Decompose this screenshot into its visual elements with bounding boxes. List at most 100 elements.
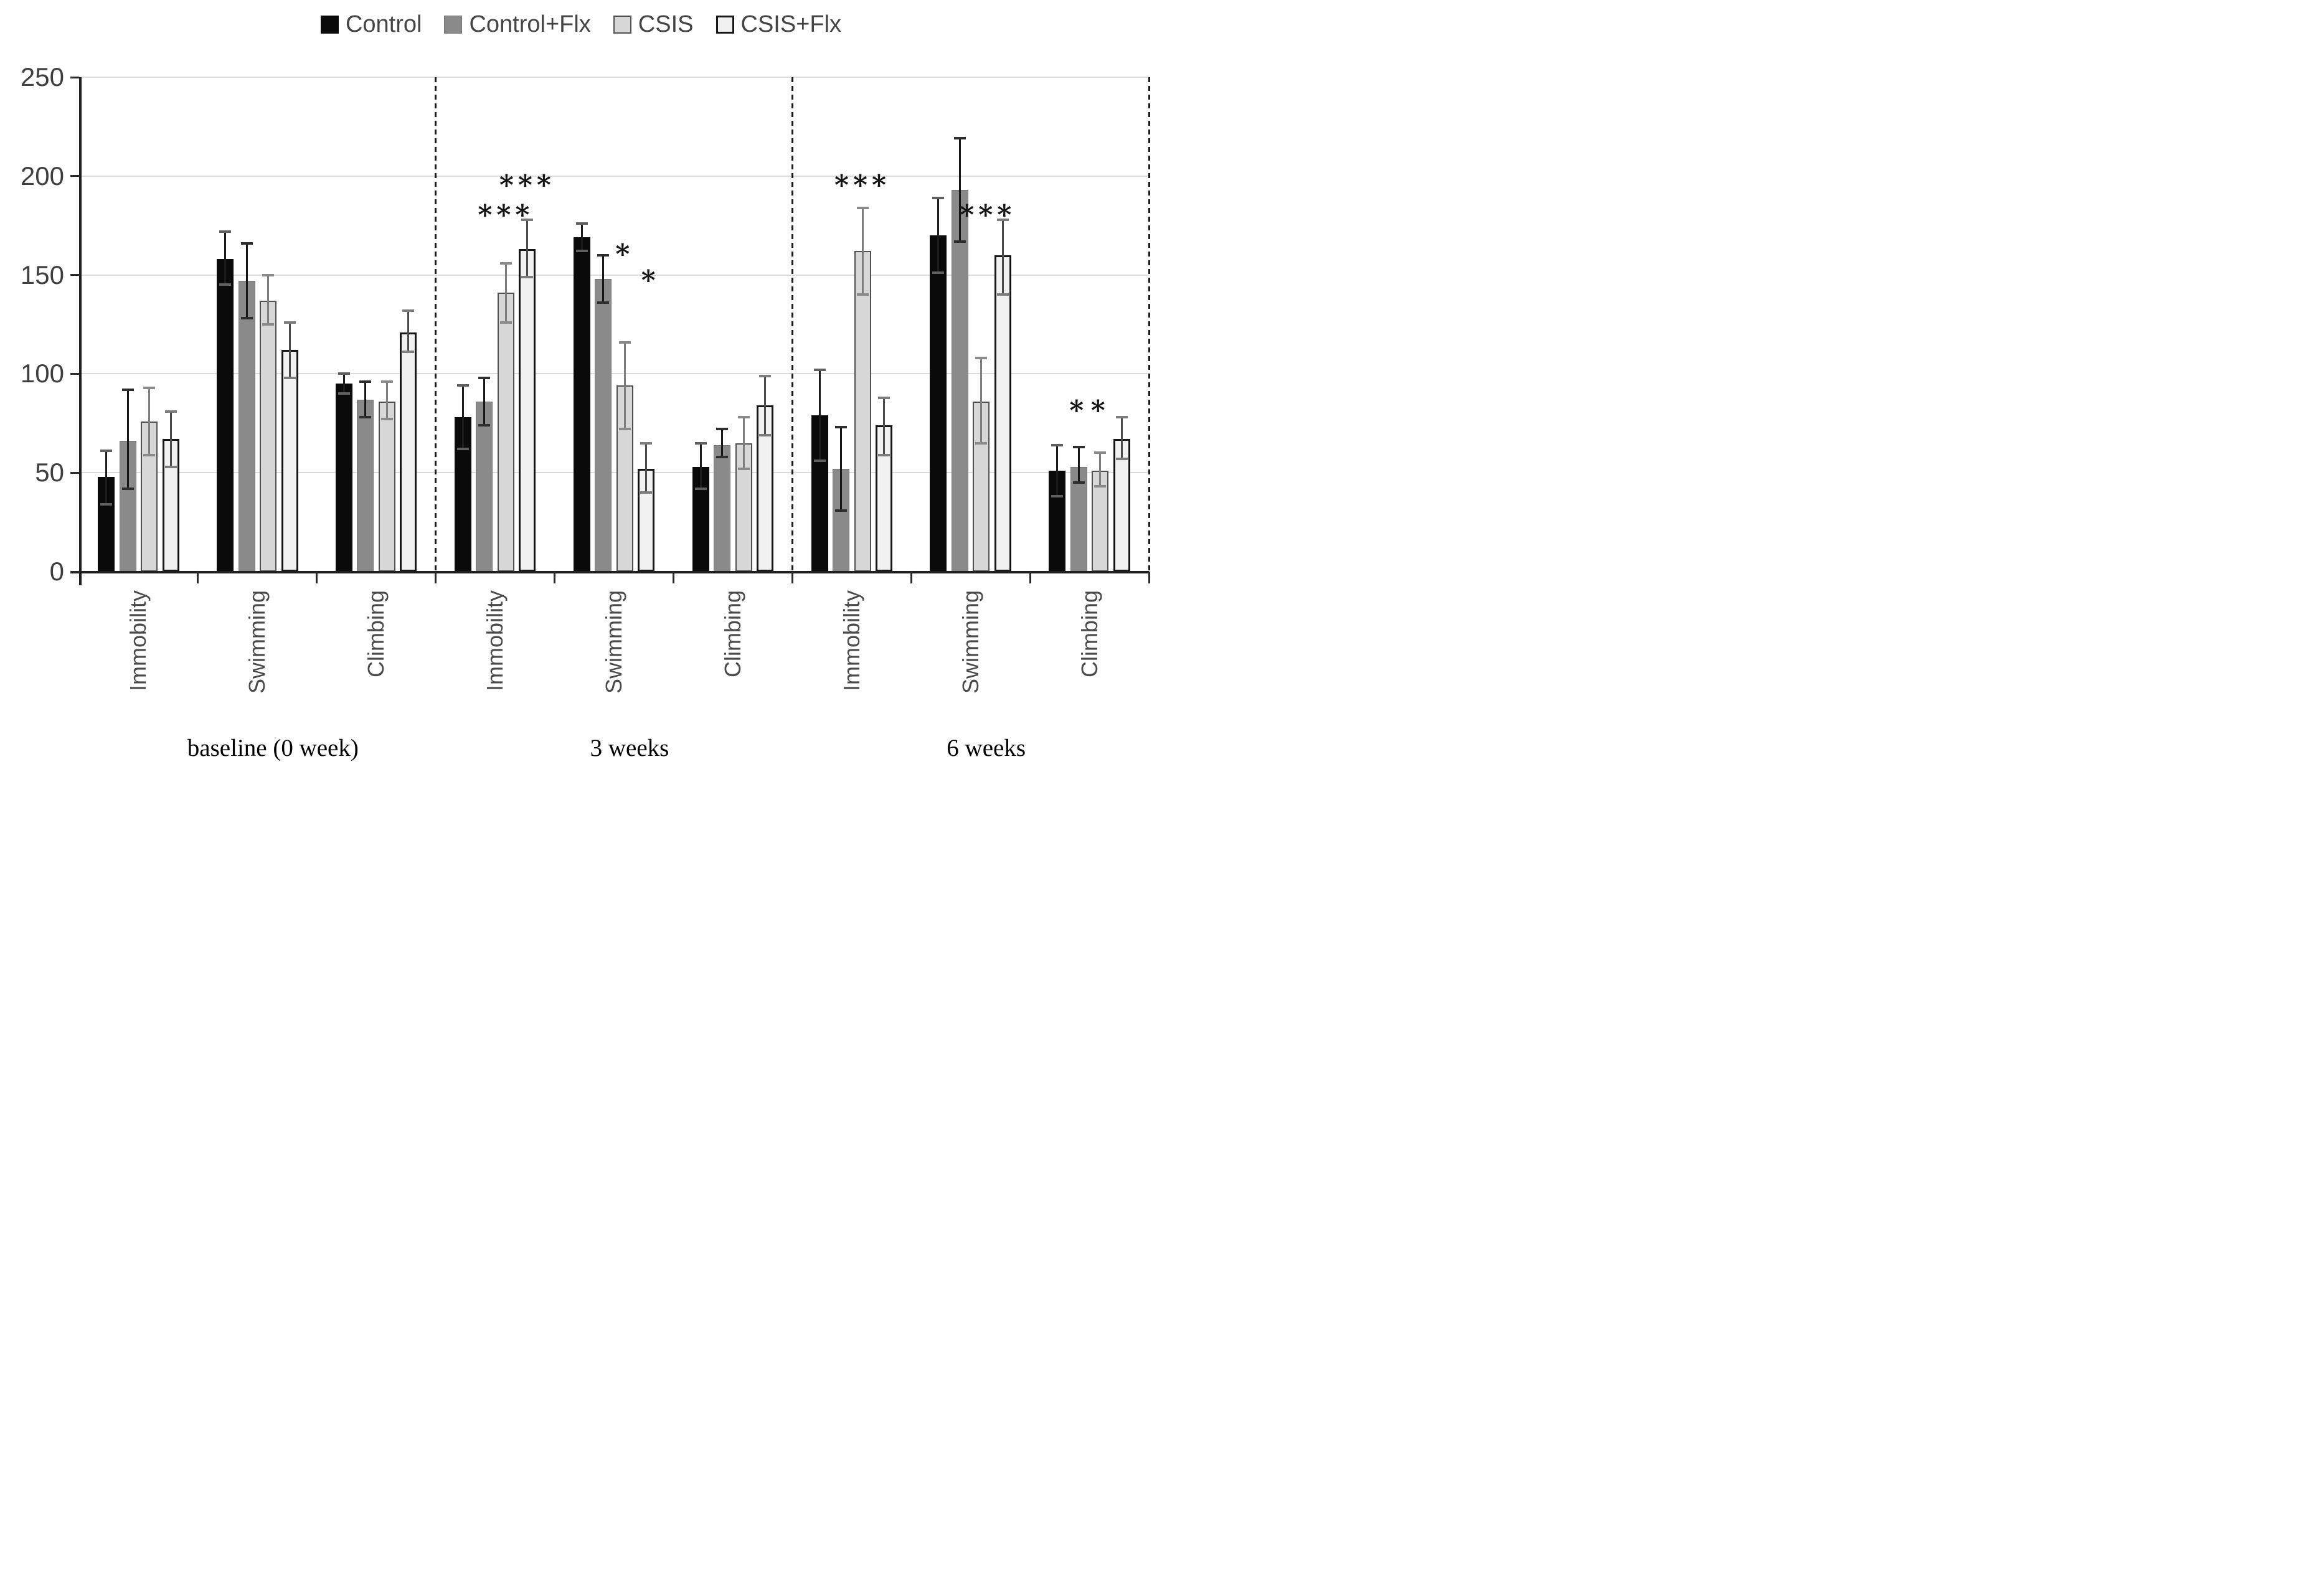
- significance-marker: ***: [834, 169, 891, 202]
- error-bar-stem: [245, 243, 248, 319]
- bar-baseline-0-week--climbing-control-flx: [357, 399, 374, 572]
- y-axis-tick-label: 200: [20, 161, 64, 191]
- bar-3-weeks-swimming-control-flx: [595, 278, 612, 572]
- bar-6-weeks-climbing-csis-flx: [1113, 439, 1130, 572]
- error-bar-cap-bottom: [932, 271, 945, 275]
- error-bar-cap-top: [1051, 443, 1064, 446]
- significance-marker: *: [1069, 395, 1089, 427]
- error-bar-cap-bottom: [164, 465, 177, 468]
- error-bar-stem: [980, 357, 983, 443]
- significance-marker: ***: [960, 199, 1016, 232]
- error-bar-stem: [580, 224, 583, 252]
- y-axis-tick: [70, 471, 79, 474]
- group-label-2: 6 weeks: [947, 735, 1026, 761]
- error-bar-cap-top: [402, 309, 415, 312]
- error-bar-cap-top: [618, 341, 631, 344]
- gridline-y-250: [79, 77, 1149, 78]
- error-bar-cap-bottom: [640, 491, 653, 494]
- error-bar-stem: [148, 387, 151, 455]
- error-bar-cap-top: [835, 426, 848, 429]
- gridline-y-100: [79, 373, 1149, 375]
- significance-marker: *: [641, 264, 660, 296]
- legend-item-label: CSIS: [638, 11, 694, 37]
- error-bar-cap-top: [856, 206, 869, 209]
- error-bar-stem: [224, 231, 227, 285]
- legend-item-csis-flx: CSIS+Flx: [716, 12, 841, 36]
- error-bar-cap-bottom: [1051, 495, 1064, 498]
- error-bar-stem: [1001, 219, 1004, 295]
- legend-item-label: Control+Flx: [469, 11, 591, 37]
- error-bar-cap-top: [1115, 416, 1128, 419]
- significance-marker: ***: [499, 169, 555, 202]
- bar-6-weeks-swimming-csis-flx: [994, 255, 1011, 572]
- error-bar-cap-bottom: [338, 392, 350, 395]
- category-label-climbing: Climbing: [363, 590, 389, 678]
- x-axis-tick: [554, 572, 556, 583]
- y-axis-tick: [70, 570, 79, 573]
- error-bar-cap-bottom: [694, 487, 707, 490]
- significance-marker: ***: [478, 199, 534, 232]
- category-label-climbing: Climbing: [719, 590, 745, 678]
- error-bar-cap-top: [975, 356, 988, 359]
- error-bar-stem: [937, 197, 940, 273]
- bar-6-weeks-swimming-control-flx: [951, 190, 968, 572]
- error-bar-cap-bottom: [737, 467, 750, 470]
- error-bar-cap-top: [164, 410, 177, 413]
- y-axis-tick-label: 50: [35, 458, 64, 488]
- error-bar-cap-bottom: [575, 250, 588, 253]
- gridline-y-150: [79, 274, 1149, 276]
- significance-marker: *: [1090, 395, 1110, 427]
- bar-3-weeks-swimming-control: [573, 237, 590, 572]
- error-bar-stem: [958, 138, 961, 242]
- category-label-swimming: Swimming: [957, 590, 983, 694]
- error-bar-cap-top: [640, 441, 653, 445]
- error-bar-cap-bottom: [240, 317, 253, 320]
- category-label-swimming: Swimming: [601, 590, 626, 694]
- legend-swatch-icon: [444, 15, 463, 34]
- error-bar-stem: [818, 370, 821, 461]
- error-bar-cap-bottom: [996, 293, 1009, 296]
- bar-6-weeks-swimming-control: [930, 235, 947, 572]
- error-bar-stem: [840, 427, 843, 511]
- error-bar-stem: [721, 429, 724, 457]
- error-bar-stem: [169, 411, 172, 467]
- error-bar-stem: [504, 263, 507, 323]
- error-bar-cap-bottom: [380, 418, 393, 421]
- legend-item-label: Control: [345, 11, 422, 37]
- error-bar-cap-top: [338, 372, 350, 375]
- legend-item-control: Control: [320, 11, 422, 37]
- error-bar-stem: [364, 382, 367, 418]
- error-bar-cap-top: [953, 137, 966, 140]
- error-bar-stem: [461, 385, 464, 450]
- x-axis-tick: [672, 572, 674, 583]
- legend-swatch-icon: [613, 15, 631, 34]
- error-bar-cap-top: [1094, 451, 1107, 455]
- error-bar-stem: [385, 382, 388, 420]
- category-label-immobility: Immobility: [838, 590, 864, 692]
- y-axis-tick: [70, 372, 79, 375]
- legend-item-csis: CSIS: [613, 12, 694, 36]
- x-axis-tick: [791, 572, 793, 583]
- error-bar-cap-bottom: [878, 453, 890, 456]
- error-bar-stem: [342, 374, 345, 394]
- error-bar-cap-top: [716, 428, 729, 431]
- error-bar-cap-bottom: [121, 487, 134, 490]
- error-bar-stem: [526, 219, 529, 277]
- error-bar-cap-bottom: [1072, 481, 1085, 484]
- y-axis-tick: [70, 274, 79, 276]
- y-axis-tick: [70, 76, 79, 78]
- error-bar-cap-bottom: [402, 351, 415, 354]
- bar-baseline-0-week--climbing-csis: [378, 401, 395, 572]
- bar-6-weeks-immobility-csis: [854, 251, 871, 572]
- error-bar-cap-top: [597, 253, 610, 257]
- error-bar-stem: [699, 443, 702, 489]
- error-bar-cap-bottom: [359, 416, 372, 419]
- error-bar-cap-top: [240, 242, 253, 245]
- error-bar-cap-top: [478, 376, 491, 379]
- significance-marker: *: [615, 238, 635, 271]
- bar-3-weeks-immobility-csis: [497, 293, 514, 572]
- bar-baseline-0-week--swimming-control-flx: [238, 281, 255, 572]
- x-axis-tick: [316, 572, 318, 583]
- error-bar-cap-top: [262, 273, 275, 276]
- x-axis-tick: [1148, 572, 1150, 583]
